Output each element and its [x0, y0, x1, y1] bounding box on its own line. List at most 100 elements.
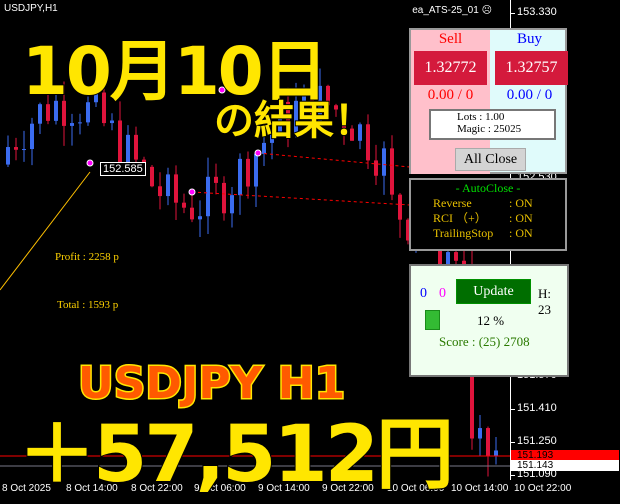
overlay-result: の結果！: [213, 97, 375, 145]
buy-label: Buy: [516, 31, 542, 47]
candle-body: [78, 122, 82, 124]
candle-body: [206, 176, 210, 217]
candle-body: [446, 252, 450, 265]
trade-panel: Sell Buy 1.32772 1.32757 0.00 / 0 0.00 /…: [409, 28, 568, 174]
trade-marker: [218, 86, 226, 94]
autoclose-value: : ON: [509, 211, 533, 225]
trade-marker: [254, 149, 262, 157]
bid-price-label: 151.193: [511, 450, 619, 461]
autoclose-value: : ON: [509, 196, 533, 210]
candle-body: [270, 132, 274, 143]
candle-body: [342, 109, 346, 129]
candle-body: [334, 105, 338, 110]
update-button[interactable]: Update: [456, 279, 531, 304]
count-blue: 0: [420, 286, 427, 301]
candle-body: [246, 158, 250, 187]
candle-body: [198, 216, 202, 220]
candle-body: [478, 428, 482, 439]
candle-body: [118, 120, 122, 167]
candle-body: [310, 88, 314, 125]
candle-body: [350, 128, 354, 141]
candle-body: [366, 124, 370, 161]
autoclose-key: Reverse: [433, 196, 472, 210]
overlay-amount: ＋57,512円: [17, 409, 455, 501]
candle-body: [390, 148, 394, 195]
time-tick: 10 Oct 22:00: [514, 483, 572, 494]
price-chart[interactable]: [0, 0, 510, 480]
symbol-title: USDJPY,H1: [4, 3, 58, 14]
candle-body: [30, 123, 34, 150]
candle-body: [278, 101, 282, 133]
hours-label: H: 23: [538, 286, 551, 317]
candle-body: [166, 174, 170, 197]
overlay-pair: USDJPY H1: [76, 357, 346, 411]
time-tick: 10 Oct 06:00: [387, 483, 445, 494]
candle-body: [158, 186, 162, 197]
candle-body: [238, 158, 242, 196]
trade-marker: [188, 188, 196, 196]
candle-body: [286, 101, 290, 133]
candle-body: [14, 147, 18, 150]
ea-name: ea_ATS-25_01 ☹: [412, 5, 492, 16]
candle-body: [406, 219, 410, 241]
candle-body: [134, 134, 138, 160]
sell-button[interactable]: 1.32772: [414, 51, 487, 85]
candle-body: [398, 194, 402, 220]
candle-body: [22, 149, 26, 151]
price-tick: 151.410: [511, 402, 557, 414]
status-panel: 0 0 Update H: 23 12 % Score : (25) 2708: [409, 264, 569, 377]
candle-body: [230, 195, 234, 214]
entry-price-label: 152.585: [100, 162, 146, 176]
candle-body: [126, 134, 130, 167]
price-tick: 153.330: [511, 6, 557, 18]
candle-body: [222, 182, 226, 214]
lots-value: Lots : 1.00: [457, 111, 505, 123]
lots-magic-box: Lots : 1.00 Magic : 25025: [429, 109, 556, 140]
trade-marker: [86, 159, 94, 167]
candle-body: [46, 104, 50, 121]
sell-label: Sell: [438, 31, 463, 47]
time-tick: 9 Oct 14:00: [258, 483, 310, 494]
percent-label: 12 %: [477, 313, 505, 328]
autoclose-key: TrailingStop: [433, 226, 494, 240]
candle-body: [254, 153, 258, 187]
autoclose-value: : ON: [509, 226, 533, 240]
candle-body: [150, 166, 154, 187]
candle-body: [318, 85, 322, 125]
candle-body: [94, 92, 98, 103]
autoclose-key: RCI （+）: [433, 211, 487, 225]
frown-face-icon: ☹: [481, 5, 492, 16]
progress-indicator: [425, 310, 440, 330]
candle-body: [358, 124, 362, 141]
buy-button[interactable]: 1.32757: [495, 51, 568, 85]
overlay-date: 10月10日: [21, 32, 329, 111]
autoclose-row: TrailingStop : ON: [411, 226, 565, 241]
candle-body: [190, 207, 194, 220]
all-close-button[interactable]: All Close: [455, 148, 526, 171]
time-tick: 8 Oct 22:00: [131, 483, 183, 494]
candle-body: [86, 102, 90, 123]
candle-body: [294, 100, 298, 133]
candle-body: [62, 100, 66, 126]
autoclose-row: Reverse : ON: [411, 196, 565, 211]
magic-value: Magic : 25025: [457, 123, 522, 135]
price-tick: 151.250: [511, 435, 557, 447]
price-tick: 151.090: [511, 468, 557, 480]
candle-body: [374, 160, 378, 176]
candle-body: [110, 120, 114, 124]
candle-body: [174, 174, 178, 203]
candle-body: [382, 148, 386, 176]
candle-body: [102, 92, 106, 124]
score-label: Score : (25) 2708: [439, 334, 530, 349]
total-label: Total : 1593 p: [57, 299, 119, 311]
candle-body: [326, 85, 330, 106]
candle-body: [494, 450, 498, 457]
candle-body: [6, 147, 10, 165]
candle-body: [302, 88, 306, 101]
candle-body: [54, 100, 58, 121]
candle-body: [454, 252, 458, 261]
time-tick: 9 Oct 06:00: [194, 483, 246, 494]
candle-body: [262, 142, 266, 154]
candle-body: [182, 202, 186, 208]
time-tick: 8 Oct 14:00: [66, 483, 118, 494]
